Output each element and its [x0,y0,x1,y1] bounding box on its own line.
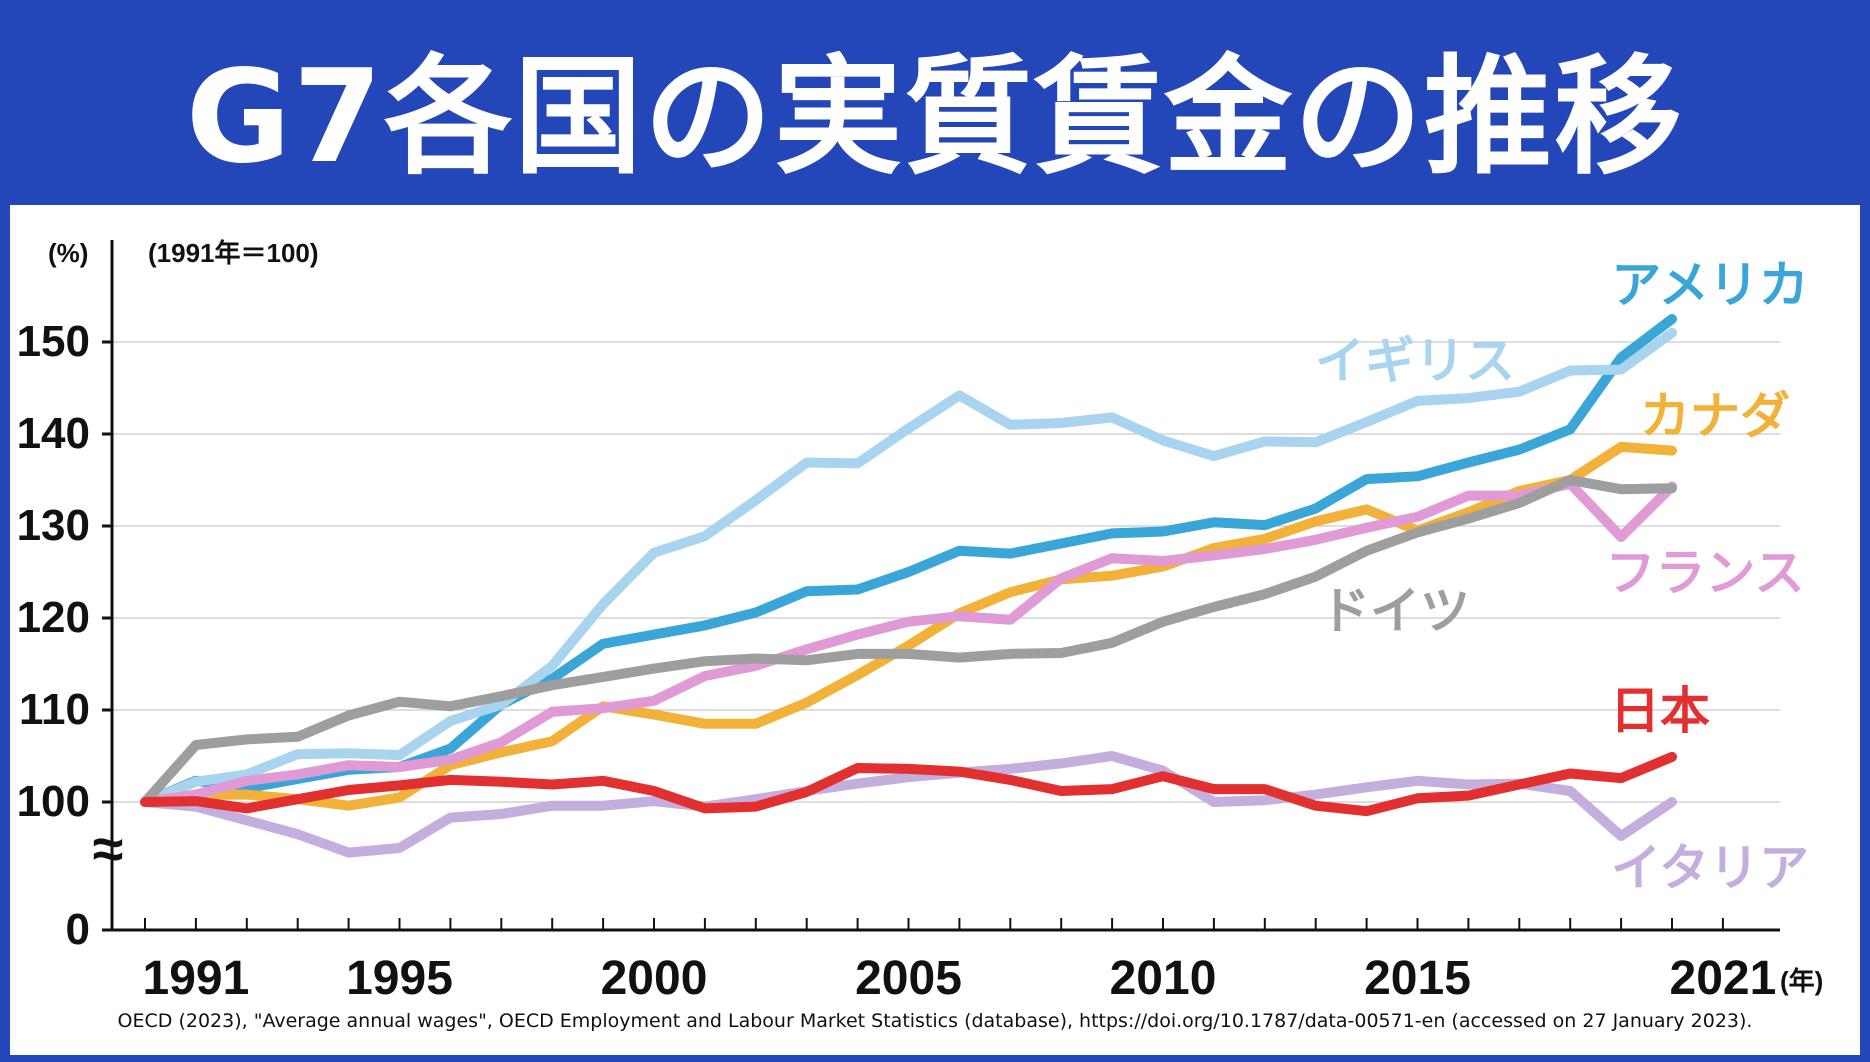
series-line [140,478,1677,807]
x-tick-label: 1995 [346,952,453,1005]
y-tick-label: 130 [17,501,90,550]
y-tick-label: 110 [19,685,90,734]
y-axis-unit: (%) [48,238,88,268]
y-tick-label: 150 [17,317,90,366]
source-note: OECD (2023), "Average annual wages", OEC… [117,1010,1753,1032]
series-line [140,751,1677,817]
series-label: カナダ [1640,387,1790,445]
axis-break-mark: ≈ [93,817,124,880]
x-axis-unit: (年) [1780,966,1823,996]
series-label: イギリス [1315,332,1515,390]
series-line [140,327,1677,807]
y-tick-label: 120 [17,593,90,642]
series-label: 日本 [1610,682,1710,740]
x-tick-label: 2015 [1364,952,1471,1005]
y-tick-label: 140 [17,409,90,458]
y-tick-label: 100 [17,777,90,826]
x-tick-label: 2000 [601,952,708,1005]
y-tick-label: 0 [66,905,90,954]
series-label: アメリカ [1611,256,1809,314]
series-line [140,475,1677,807]
base-year-note: (1991年＝100) [148,238,319,268]
x-tick-label: 2021 [1670,952,1777,1005]
x-tick-label: 2005 [855,952,962,1005]
series-line [140,751,1677,858]
chart-title: G7各国の実質賃金の推移 [185,42,1685,192]
series-label: フランス [1606,544,1805,602]
x-tick-label: 2010 [1110,952,1217,1005]
series-label: ドイツ [1320,582,1470,640]
series-line [140,314,1677,807]
series-label: イタリア [1611,839,1809,897]
x-tick-label: 1991 [143,952,250,1005]
